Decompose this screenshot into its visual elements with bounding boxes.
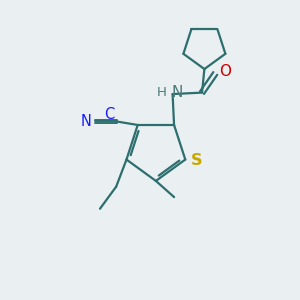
Text: H: H <box>157 86 166 99</box>
Text: N: N <box>171 85 182 100</box>
Text: C: C <box>104 107 114 122</box>
Text: N: N <box>81 114 92 129</box>
Text: O: O <box>219 64 231 80</box>
Text: S: S <box>190 153 202 168</box>
